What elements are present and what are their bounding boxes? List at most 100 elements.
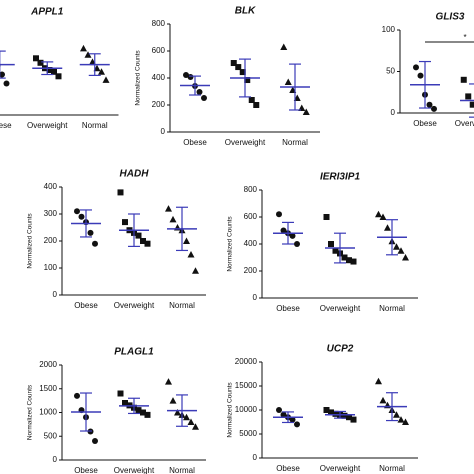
dot xyxy=(276,407,282,413)
x-tick-label: Obese xyxy=(276,464,300,473)
dot xyxy=(46,67,53,73)
dot xyxy=(431,105,437,112)
dot xyxy=(276,211,282,218)
panel-title: BLK xyxy=(235,6,256,17)
dot xyxy=(140,409,146,416)
dot xyxy=(280,411,287,418)
panel-title: IERI3IP1 xyxy=(320,172,360,183)
dot xyxy=(298,104,306,111)
dot xyxy=(196,89,203,96)
dot xyxy=(192,423,199,430)
y-tick-label: 10000 xyxy=(235,405,258,414)
dot xyxy=(183,413,190,421)
x-tick-label: Overweight xyxy=(320,304,361,313)
y-tick-label: 300 xyxy=(44,209,58,218)
y-axis-label: Normalized Counts xyxy=(135,50,142,106)
dot xyxy=(294,421,300,428)
x-tick-label: Overweight xyxy=(320,464,361,473)
dot xyxy=(144,411,151,418)
dot xyxy=(417,72,424,79)
x-tick-label: Obese xyxy=(74,301,98,310)
dot xyxy=(328,241,334,247)
dot xyxy=(341,254,348,261)
y-tick-label: 200 xyxy=(152,100,166,109)
x-tick-label: Overweight xyxy=(114,301,155,310)
dot xyxy=(289,232,296,239)
dot xyxy=(201,94,207,101)
dot xyxy=(0,71,5,78)
dot xyxy=(244,77,251,84)
dot xyxy=(117,390,124,397)
dot xyxy=(92,240,98,247)
dot xyxy=(346,414,352,421)
x-tick-label: Obese xyxy=(74,466,98,474)
panel-title: PLAGL1 xyxy=(114,347,154,358)
y-tick-label: 50 xyxy=(386,67,395,76)
dot xyxy=(469,101,474,108)
dot xyxy=(183,72,189,79)
y-tick-label: 500 xyxy=(44,431,58,440)
dot xyxy=(230,60,237,67)
dot xyxy=(341,412,348,419)
dot xyxy=(135,232,142,239)
y-tick-label: 15000 xyxy=(235,381,258,390)
dot xyxy=(74,208,80,215)
y-axis-label: Normalized Counts xyxy=(227,216,234,272)
dot xyxy=(135,407,142,414)
dot xyxy=(393,243,400,250)
y-tick-label: 0 xyxy=(253,453,258,462)
x-tick-label: Normal xyxy=(82,121,108,130)
y-tick-label: 20000 xyxy=(235,357,258,366)
x-tick-label: Normal xyxy=(169,301,195,310)
dot xyxy=(460,76,467,83)
dot xyxy=(87,229,94,236)
dot xyxy=(169,215,177,223)
dot xyxy=(465,93,472,100)
dot xyxy=(375,210,382,218)
dot xyxy=(332,410,339,417)
y-tick-label: 0 xyxy=(53,455,58,464)
dot xyxy=(332,247,339,254)
x-tick-label: Overweight xyxy=(455,119,474,128)
y-tick-label: 5000 xyxy=(239,429,257,438)
y-tick-label: 200 xyxy=(244,266,258,275)
dot xyxy=(187,74,194,81)
dot xyxy=(323,214,330,220)
dot xyxy=(92,438,98,444)
x-tick-label: Overweight xyxy=(114,466,155,474)
dot xyxy=(350,258,357,265)
significance-label: * xyxy=(463,33,466,42)
dot xyxy=(393,411,400,418)
dot xyxy=(174,409,181,416)
dot xyxy=(346,257,352,264)
dot xyxy=(239,69,246,76)
dot xyxy=(253,102,260,108)
panel-title: HADH xyxy=(120,169,150,180)
y-tick-label: 0 xyxy=(53,290,58,299)
y-tick-label: 1000 xyxy=(39,408,57,417)
y-tick-label: 800 xyxy=(152,19,166,28)
y-tick-label: 2000 xyxy=(39,360,57,369)
y-tick-label: 800 xyxy=(244,185,258,194)
x-tick-label: Obese xyxy=(183,138,207,147)
x-tick-label: Normal xyxy=(169,466,195,474)
dot xyxy=(37,59,44,66)
dot xyxy=(183,237,190,244)
dot xyxy=(323,407,330,413)
dot xyxy=(33,55,39,62)
panel-title: APPL1 xyxy=(30,7,64,18)
dot xyxy=(289,416,296,423)
dot xyxy=(402,254,409,261)
y-tick-label: 1500 xyxy=(39,384,57,393)
dot xyxy=(294,241,300,247)
dot xyxy=(248,97,255,104)
y-tick-label: 100 xyxy=(44,263,58,272)
dot xyxy=(397,416,405,423)
dot xyxy=(328,409,334,416)
y-tick-label: 100 xyxy=(382,25,396,34)
dot xyxy=(51,68,57,75)
dot xyxy=(98,68,105,75)
x-tick-label: Normal xyxy=(379,304,405,313)
dot xyxy=(280,43,288,50)
